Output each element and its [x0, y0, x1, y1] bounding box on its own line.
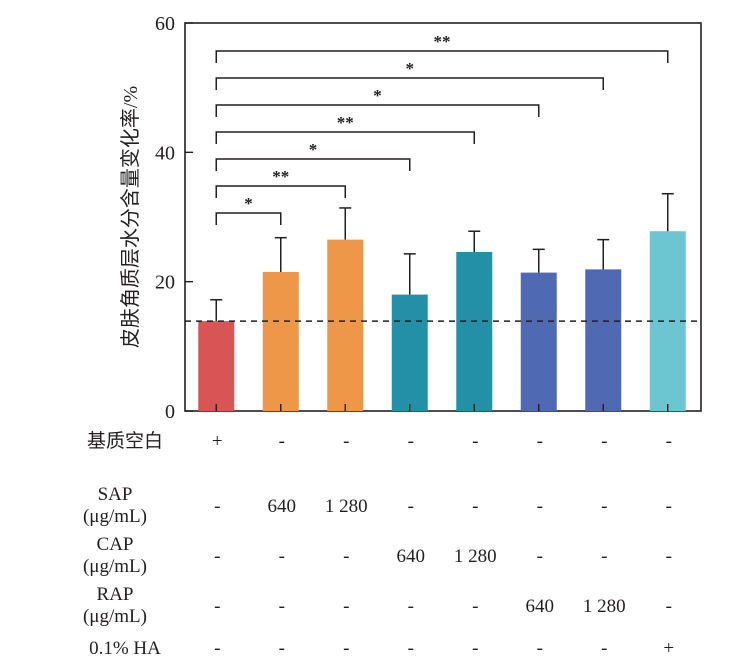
table-cell-3-3: - — [408, 596, 414, 617]
significance-label-3: ** — [337, 113, 354, 132]
table-cell-0-3: - — [408, 431, 414, 452]
table-cell-2-6: - — [601, 546, 607, 567]
bar-1 — [262, 271, 299, 411]
row-unit-3: (μg/mL) — [83, 606, 147, 627]
significance-label-6: ** — [434, 32, 451, 51]
table-cell-1-0: - — [214, 496, 220, 517]
table-cell-1-3: - — [408, 496, 414, 517]
significance-bracket-1 — [215, 185, 346, 198]
table-cell-1-1: 640 — [268, 496, 297, 517]
table-cell-3-1: - — [279, 596, 285, 617]
table-cell-1-6: - — [601, 496, 607, 517]
table-cell-3-2: - — [343, 596, 349, 617]
table-cell-3-6: 1 280 — [583, 596, 626, 617]
table-cell-2-1: - — [279, 546, 285, 567]
significance-label-1: ** — [272, 167, 289, 186]
table-cell-4-5: - — [537, 638, 543, 659]
significance-label-5: * — [406, 59, 415, 78]
row-label-4: 0.1% HA — [89, 638, 161, 659]
table-cell-3-5: 640 — [526, 596, 555, 617]
table-cell-4-2: - — [343, 638, 349, 659]
table-cell-0-6: - — [601, 431, 607, 452]
table-cell-3-0: - — [214, 596, 220, 617]
table-cell-1-2: 1 280 — [325, 496, 368, 517]
row-unit-2: (μg/mL) — [83, 556, 147, 577]
table-cell-0-1: - — [279, 431, 285, 452]
bar-5 — [520, 272, 557, 411]
table-cell-3-7: - — [666, 596, 672, 617]
table-cell-2-4: 1 280 — [454, 546, 497, 567]
row-label-2: CAP — [97, 534, 134, 555]
row-label-3: RAP — [97, 584, 134, 605]
table-cell-4-3: - — [408, 638, 414, 659]
table-cell-4-6: - — [601, 638, 607, 659]
plot-frame — [184, 22, 702, 412]
table-cell-0-5: - — [537, 431, 543, 452]
y-tick-label-0: 0 — [165, 401, 175, 423]
table-cell-0-4: - — [472, 431, 478, 452]
table-cell-0-0: + — [212, 431, 223, 452]
table-cell-1-4: - — [472, 496, 478, 517]
y-tick-label-40: 40 — [155, 142, 175, 164]
y-tick-label-20: 20 — [155, 272, 175, 294]
bar-6 — [585, 269, 622, 411]
bar-7 — [649, 231, 686, 411]
table-cell-2-0: - — [214, 546, 220, 567]
table-cell-4-0: - — [214, 638, 220, 659]
significance-bracket-0 — [215, 212, 282, 225]
table-cell-0-7: - — [666, 431, 672, 452]
bar-2 — [327, 239, 364, 411]
y-tick-label-60: 60 — [155, 13, 175, 35]
significance-label-0: * — [244, 194, 253, 213]
significance-bracket-2 — [215, 158, 411, 171]
bars — [198, 231, 686, 411]
table-cell-2-3: 640 — [397, 546, 426, 567]
bar-0 — [198, 321, 235, 411]
treatment-table: 基质空白 + - - - - - - -SAP(μg/mL) -640 1 280- - - - -CAP(… — [83, 430, 674, 659]
table-cell-4-1: - — [279, 638, 285, 659]
table-cell-2-5: - — [537, 546, 543, 567]
significance-bracket-3 — [215, 131, 475, 144]
bar-3 — [391, 294, 428, 411]
table-cell-4-4: - — [472, 638, 478, 659]
significance-label-4: * — [373, 86, 382, 105]
significance-bracket-6 — [215, 50, 669, 63]
row-label-0: 基质空白 — [87, 430, 163, 452]
bar-4 — [456, 251, 493, 411]
axes — [184, 22, 702, 412]
y-axis-label: 皮肤角质层水分含量变化率/% — [119, 86, 142, 348]
significance-bracket-4 — [215, 104, 540, 117]
table-cell-4-7: + — [663, 638, 674, 659]
row-unit-1: (μg/mL) — [83, 506, 147, 527]
table-cell-0-2: - — [343, 431, 349, 452]
row-label-1: SAP — [98, 484, 133, 505]
error-bars — [210, 192, 674, 322]
table-cell-1-7: - — [666, 496, 672, 517]
table-cell-3-4: - — [472, 596, 478, 617]
y-ticks: 0 20 40 60 皮肤角质层水分含量变化率/% — [119, 13, 193, 423]
significance-label-2: * — [309, 140, 318, 159]
table-cell-1-5: - — [537, 496, 543, 517]
table-cell-2-2: - — [343, 546, 349, 567]
significance-brackets: ********** — [215, 32, 669, 225]
table-cell-2-7: - — [666, 546, 672, 567]
significance-bracket-5 — [215, 77, 604, 90]
